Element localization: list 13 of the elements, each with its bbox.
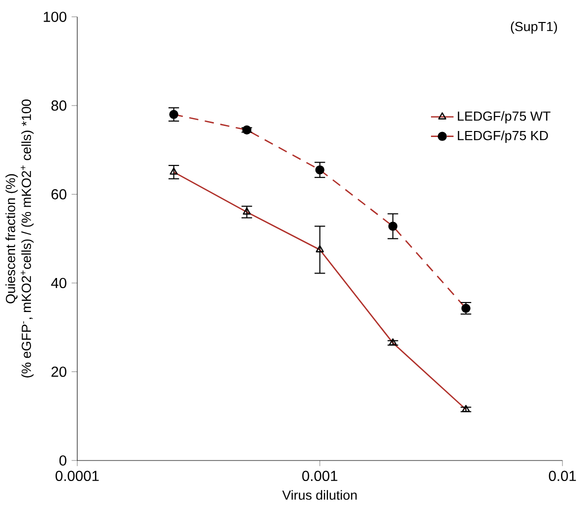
annotation: (SupT1) <box>510 22 557 34</box>
x-axis-title: Virus dilution <box>282 490 357 500</box>
y-tick-label: 40 <box>51 278 66 288</box>
y-tick-label: 60 <box>52 189 66 200</box>
y-tick-label: 80 <box>51 100 66 111</box>
legend-label: LEDGF/p75 KD <box>458 130 548 143</box>
x-tick-label: 0.01 <box>548 470 576 482</box>
x-tick-label: 0.0001 <box>56 470 99 482</box>
y-tick-label: 100 <box>44 12 66 22</box>
y-tick-label: 20 <box>52 366 66 377</box>
y-tick-label: 0 <box>59 455 66 466</box>
x-tick-label: 0.001 <box>302 470 338 482</box>
legend-label: LEDGF/p75 WT <box>458 111 550 124</box>
